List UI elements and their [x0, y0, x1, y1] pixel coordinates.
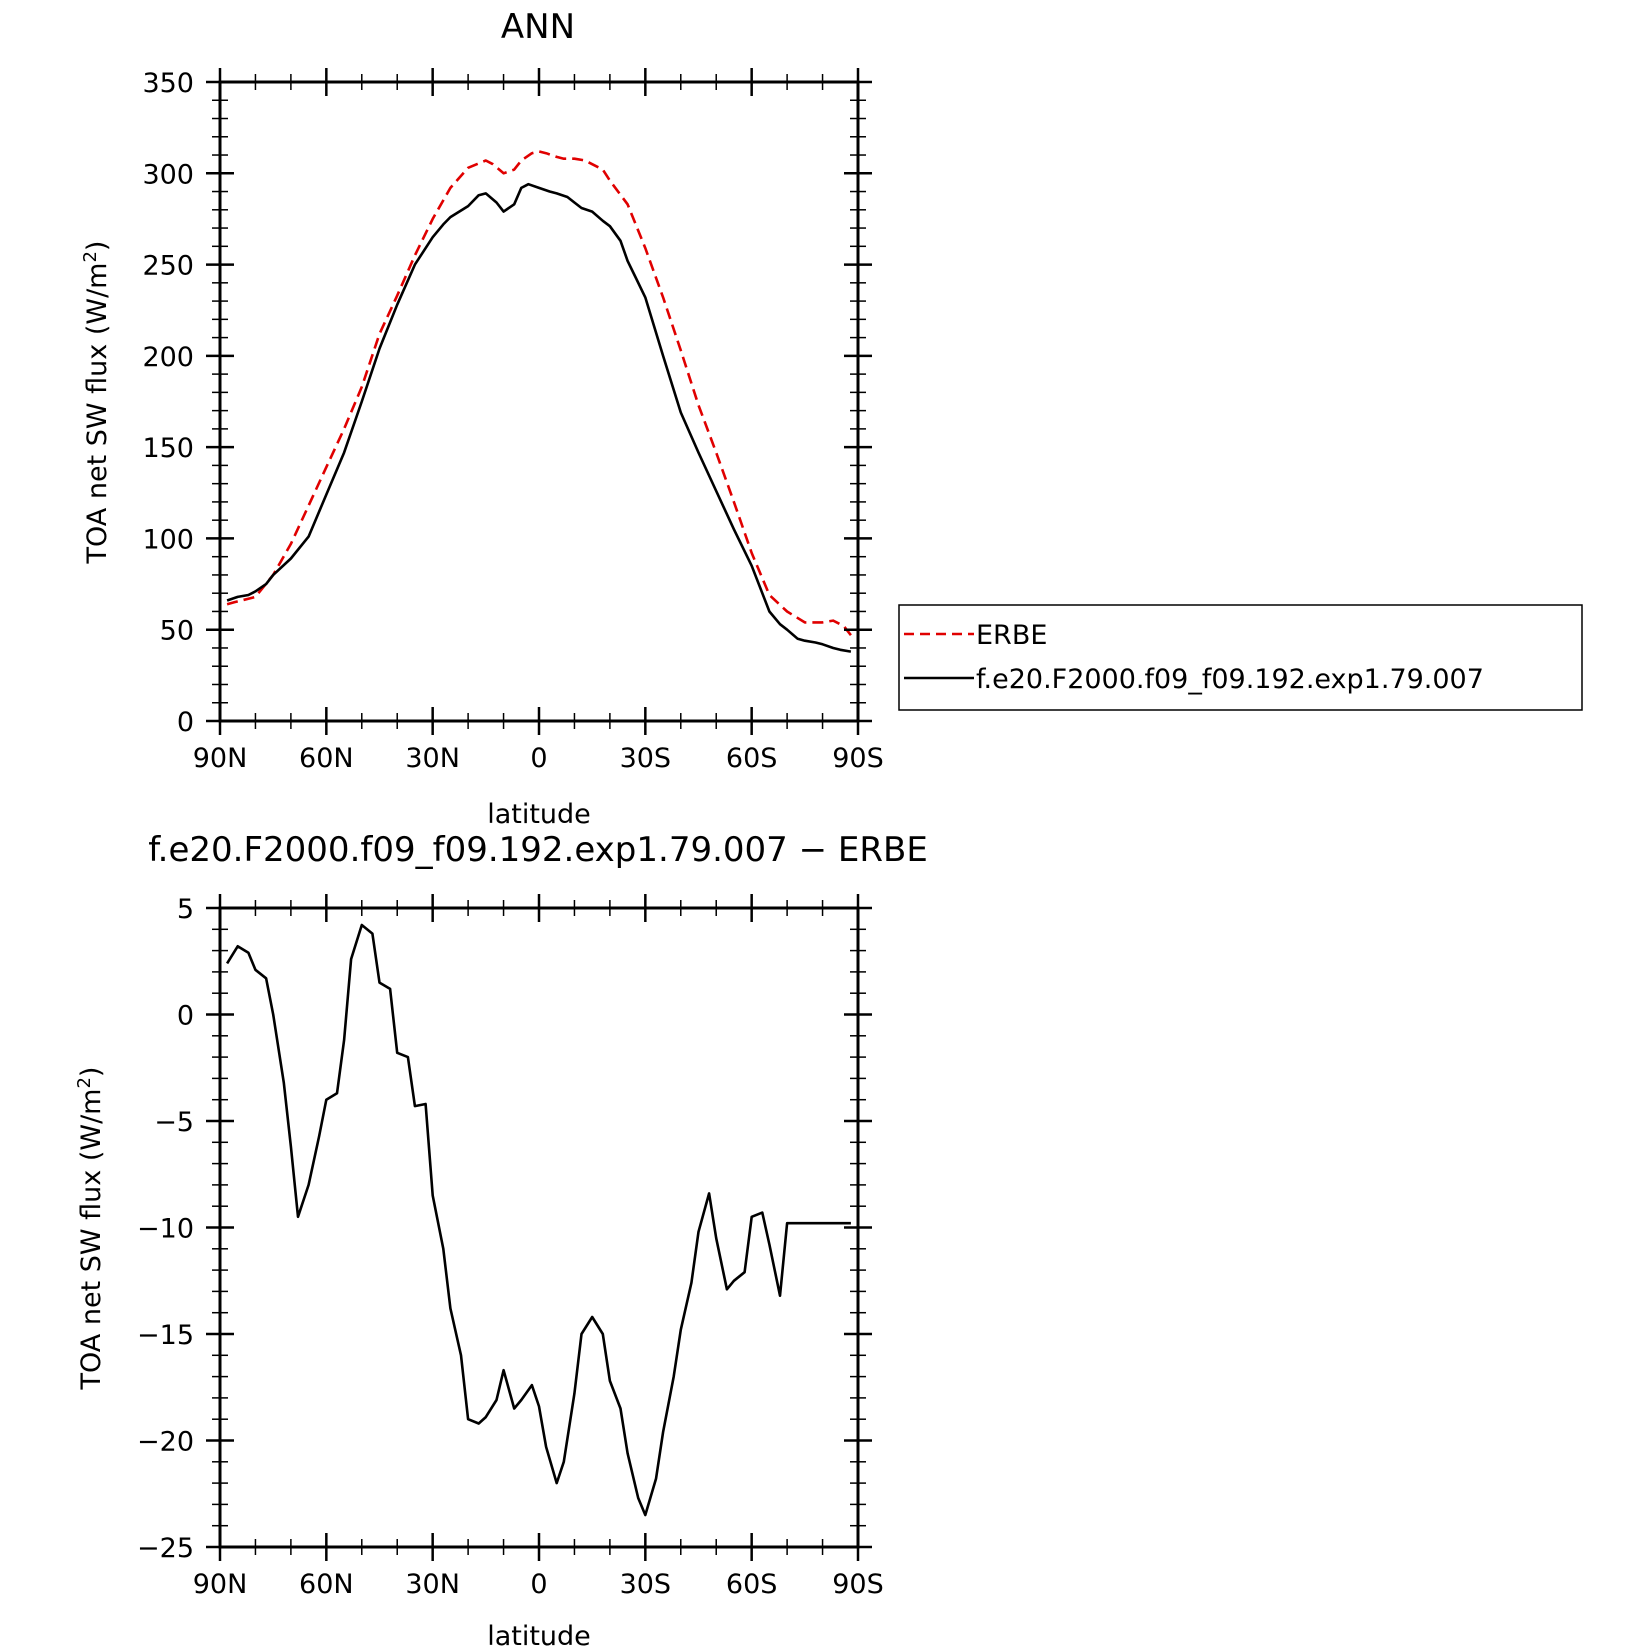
series-line-difference — [225, 923, 851, 1517]
panel-difference: f.e20.F2000.f09_f09.192.exp1.79.007 − ER… — [74, 830, 928, 1652]
y-axis-title: TOA net SW flux (W/m2) — [80, 241, 113, 565]
x-tick-label: 60S — [726, 743, 778, 774]
x-tick-label: 30S — [620, 743, 672, 774]
y-tick-label: 5 — [177, 894, 194, 925]
y-tick-label: −20 — [137, 1427, 194, 1458]
y-tick-label: −15 — [137, 1320, 194, 1351]
x-tick-label: 60N — [299, 1569, 354, 1600]
x-tick-label: 0 — [530, 743, 547, 774]
plot-area — [225, 923, 851, 1517]
y-axis-title-main: TOA net SW flux (W/m — [82, 263, 113, 565]
x-tick-label: 90S — [832, 743, 884, 774]
y-axis-title-superscript: 2 — [80, 251, 101, 262]
y-axis-title-superscript: 2 — [74, 1077, 95, 1088]
x-axis-title: latitude — [487, 799, 591, 830]
x-tick-label: 90N — [193, 743, 248, 774]
legend: ERBE f.e20.F2000.f09_f09.192.exp1.79.007 — [898, 604, 1583, 711]
series-line-model — [226, 182, 852, 653]
y-tick-label: 50 — [160, 616, 194, 647]
x-tick-label: 90N — [193, 1569, 248, 1600]
y-tick-label: −5 — [154, 1107, 194, 1138]
axis-ticks: 90N 60N 30N 0 30S 60S 90S 0 50 100 150 200 250 300 350 — [142, 68, 884, 774]
y-axis-title: TOA net SW flux (W/m2) — [74, 1067, 107, 1391]
y-tick-label: 200 — [142, 342, 194, 373]
x-tick-label: 0 — [530, 1569, 547, 1600]
y-tick-label: −25 — [137, 1533, 194, 1564]
y-tick-label: 0 — [177, 707, 194, 738]
x-tick-label: 60S — [726, 1569, 778, 1600]
y-tick-label: −10 — [137, 1214, 194, 1245]
y-tick-label: 150 — [142, 433, 194, 464]
legend-box — [898, 604, 1583, 711]
y-axis-title-close: ) — [76, 1067, 107, 1078]
series-line-erbe — [226, 150, 852, 636]
axis-ticks: 90N 60N 30N 0 30S 60S 90S 5 0 −5 −10 −15 −20 −25 — [137, 894, 884, 1600]
x-tick-label: 30N — [405, 1569, 460, 1600]
legend-label-model: f.e20.F2000.f09_f09.192.exp1.79.007 — [976, 664, 1484, 695]
plot-area — [226, 150, 852, 653]
legend-label-erbe: ERBE — [976, 620, 1047, 651]
x-axis-title: latitude — [487, 1621, 591, 1652]
y-tick-label: 100 — [142, 524, 194, 555]
x-tick-label: 90S — [832, 1569, 884, 1600]
x-tick-label: 30N — [405, 743, 460, 774]
chart-title: ANN — [501, 7, 575, 47]
y-axis-title-main: TOA net SW flux (W/m — [76, 1089, 107, 1391]
y-tick-label: 0 — [177, 1001, 194, 1032]
y-axis-title-close: ) — [82, 241, 113, 252]
x-tick-label: 60N — [299, 743, 354, 774]
panel-annual-mean: ANN 90N 60N 30N 0 30S 60S 90S 0 50 100 150 200 250 30… — [80, 7, 1583, 830]
x-tick-label: 30S — [620, 1569, 672, 1600]
plot-frame — [218, 906, 860, 1549]
y-tick-label: 350 — [142, 68, 194, 99]
chart-title: f.e20.F2000.f09_f09.192.exp1.79.007 − ER… — [148, 830, 928, 870]
y-tick-label: 300 — [142, 159, 194, 190]
plot-frame — [218, 80, 860, 723]
y-tick-label: 250 — [142, 251, 194, 282]
